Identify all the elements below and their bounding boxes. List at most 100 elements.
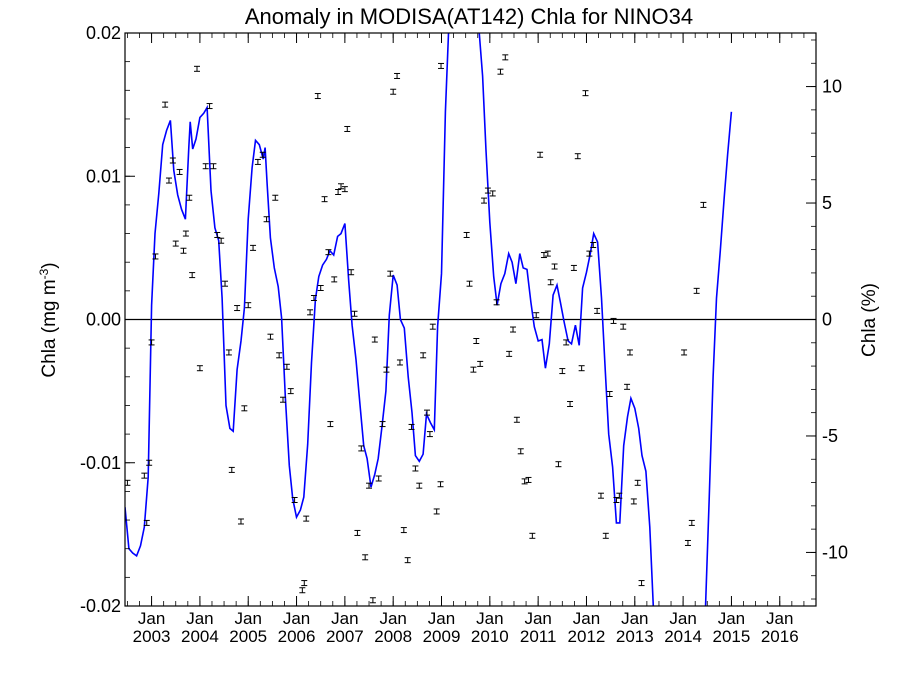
y-axis-label-right: Chla (%) bbox=[859, 283, 880, 357]
data-point bbox=[214, 231, 221, 238]
data-point bbox=[638, 580, 645, 587]
x-tick-label-month: Jan bbox=[138, 609, 165, 628]
data-point bbox=[325, 249, 332, 256]
data-point bbox=[241, 405, 248, 412]
data-point bbox=[493, 299, 500, 306]
data-point bbox=[291, 496, 298, 503]
data-point bbox=[433, 508, 440, 515]
data-point bbox=[404, 557, 411, 564]
data-point bbox=[470, 366, 477, 373]
data-point bbox=[626, 349, 633, 356]
data-point bbox=[426, 431, 433, 438]
y-tick-label-right: -5 bbox=[822, 426, 838, 446]
data-point bbox=[540, 252, 547, 259]
data-point bbox=[567, 401, 574, 408]
data-point bbox=[362, 554, 369, 561]
data-point bbox=[375, 475, 382, 482]
data-point bbox=[299, 587, 306, 594]
x-tick-label-month: Jan bbox=[186, 609, 213, 628]
data-point bbox=[254, 158, 261, 165]
data-point bbox=[250, 244, 257, 251]
data-point bbox=[578, 365, 585, 372]
data-point bbox=[344, 125, 351, 132]
data-point bbox=[681, 349, 688, 356]
data-point bbox=[331, 276, 338, 283]
data-point bbox=[630, 498, 637, 505]
data-point bbox=[348, 269, 355, 276]
data-point bbox=[225, 349, 232, 356]
data-point bbox=[267, 333, 274, 340]
data-point bbox=[586, 250, 593, 257]
data-point bbox=[176, 168, 183, 175]
x-tick-label-year: 2008 bbox=[374, 627, 412, 646]
data-point bbox=[186, 194, 193, 201]
data-point bbox=[222, 280, 229, 287]
data-point bbox=[610, 317, 617, 324]
x-tick-label-year: 2009 bbox=[423, 627, 461, 646]
data-point bbox=[263, 216, 270, 223]
data-point bbox=[272, 194, 279, 201]
data-point bbox=[354, 529, 361, 536]
x-tick-label-year: 2014 bbox=[664, 627, 702, 646]
data-point bbox=[437, 481, 444, 488]
data-point bbox=[424, 409, 431, 416]
data-point bbox=[301, 580, 308, 587]
data-point bbox=[396, 359, 403, 366]
x-tick-label-year: 2011 bbox=[520, 627, 557, 646]
chart-title: Anomaly in MODISA(AT142) Chla for NINO34 bbox=[245, 4, 693, 29]
data-point bbox=[684, 539, 691, 546]
data-point bbox=[416, 482, 423, 489]
data-point bbox=[597, 492, 604, 499]
data-point bbox=[506, 350, 513, 357]
x-tick-label-month: Jan bbox=[428, 609, 455, 628]
y-axis-label-left-close: ) bbox=[39, 262, 60, 268]
data-point bbox=[143, 519, 150, 526]
data-point bbox=[165, 177, 172, 184]
data-point bbox=[466, 280, 473, 287]
data-point bbox=[489, 190, 496, 197]
data-point bbox=[602, 532, 609, 539]
data-point bbox=[497, 68, 504, 75]
x-tick-label-year: 2004 bbox=[181, 627, 219, 646]
data-point bbox=[463, 231, 470, 238]
data-point bbox=[162, 101, 169, 108]
data-point bbox=[383, 366, 390, 373]
data-point bbox=[590, 242, 597, 249]
data-point bbox=[180, 247, 187, 254]
data-point bbox=[303, 515, 310, 522]
data-point bbox=[237, 518, 244, 525]
x-tick-label-month: Jan bbox=[283, 609, 310, 628]
x-tick-label-year: 2015 bbox=[713, 627, 751, 646]
x-tick-label-month: Jan bbox=[379, 609, 406, 628]
x-tick-label-month: Jan bbox=[621, 609, 648, 628]
data-point bbox=[341, 186, 348, 193]
data-point bbox=[521, 478, 528, 485]
data-point bbox=[169, 157, 176, 164]
data-point bbox=[502, 54, 509, 61]
data-point bbox=[570, 264, 577, 271]
data-point bbox=[280, 396, 287, 403]
data-point bbox=[547, 279, 554, 286]
data-point bbox=[555, 461, 562, 468]
data-point bbox=[574, 153, 581, 160]
data-point bbox=[582, 90, 589, 97]
data-point bbox=[245, 302, 252, 309]
x-tick-label-month: Jan bbox=[524, 609, 551, 628]
data-point bbox=[327, 421, 334, 428]
data-point bbox=[307, 309, 314, 316]
data-point bbox=[202, 163, 209, 170]
data-point bbox=[559, 368, 566, 375]
data-point bbox=[369, 597, 376, 604]
data-point bbox=[358, 445, 365, 452]
series-layer bbox=[125, 33, 733, 606]
data-point bbox=[510, 326, 517, 333]
data-point bbox=[189, 272, 196, 279]
data-point bbox=[477, 360, 484, 367]
data-point bbox=[314, 93, 321, 100]
x-tick-label-year: 2010 bbox=[471, 627, 509, 646]
data-point bbox=[544, 250, 551, 257]
data-point bbox=[390, 88, 397, 95]
data-point bbox=[688, 519, 695, 526]
data-point bbox=[210, 163, 217, 170]
x-tick-label-month: Jan bbox=[718, 609, 745, 628]
